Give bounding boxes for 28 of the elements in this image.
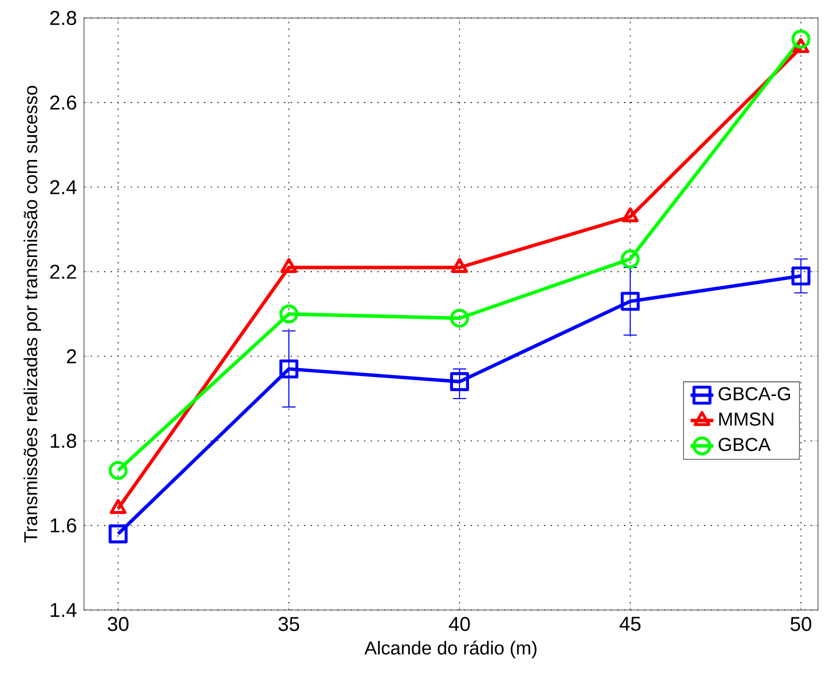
x-axis-title: Alcande do rádio (m) [364, 640, 536, 658]
legend-label: MMSN [719, 412, 774, 426]
point [108, 524, 128, 544]
point [791, 266, 810, 286]
y-tick-label: 2.8 [50, 10, 76, 26]
legend-label: GBCA [718, 438, 771, 452]
y-tick-label: 2 [66, 349, 76, 364]
point [620, 250, 640, 268]
y-tick-label: 2.2 [50, 264, 76, 279]
point [791, 30, 810, 49]
y-tick-label: 2.6 [50, 95, 76, 110]
point [108, 460, 128, 480]
point [450, 308, 470, 328]
x-tick-label: 50 [790, 616, 812, 632]
y-tick-label: 1.6 [50, 518, 76, 532]
point [279, 359, 298, 378]
x-tick-label: 45 [620, 616, 641, 631]
y-tick-label: 2.4 [50, 180, 76, 194]
y-tick-label: 1.8 [50, 434, 76, 448]
x-tick-label: 35 [278, 616, 300, 632]
point [279, 304, 298, 324]
x-tick-label: 30 [108, 616, 128, 632]
x-tick-label: 40 [448, 616, 470, 632]
y-axis-title: Transmissões realizadas por transmissão com sucesso [24, 86, 41, 542]
legend-label: GBCA-G [718, 387, 790, 400]
y-tick-label: 1.4 [50, 603, 76, 617]
point [450, 372, 470, 392]
point [620, 292, 640, 311]
